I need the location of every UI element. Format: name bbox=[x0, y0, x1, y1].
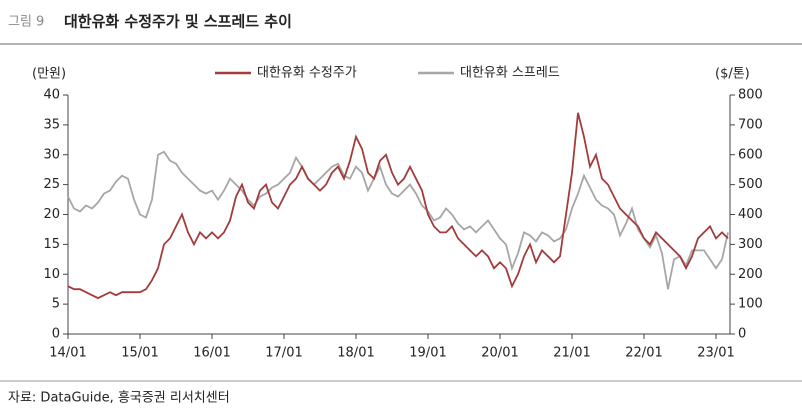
y2-tick-label: 100 bbox=[738, 297, 763, 312]
chart-title: 대한유화 수정주가 및 스프레드 추이 bbox=[64, 13, 292, 31]
x-tick-label: 19/01 bbox=[409, 346, 446, 361]
y2-tick-label: 400 bbox=[738, 207, 763, 222]
legend-label: 대한유화 스프레드 bbox=[460, 66, 560, 81]
y2-tick-label: 700 bbox=[738, 117, 763, 132]
y-tick-label: 25 bbox=[43, 177, 60, 192]
series-line bbox=[67, 112, 729, 300]
y2-axis-label: ($/톤) bbox=[715, 67, 750, 82]
x-tick-label: 20/01 bbox=[481, 346, 518, 361]
y-tick-label: 5 bbox=[52, 297, 60, 312]
x-tick-label: 16/01 bbox=[193, 346, 230, 361]
y-tick-label: 15 bbox=[43, 237, 60, 252]
y2-tick-label: 500 bbox=[738, 177, 763, 192]
x-tick-label: 22/01 bbox=[625, 346, 662, 361]
y-axis-label: (만원) bbox=[32, 67, 66, 82]
series-line bbox=[67, 150, 729, 290]
y-tick-label: 0 bbox=[52, 327, 60, 342]
x-tick-label: 14/01 bbox=[49, 346, 86, 361]
y2-tick-label: 200 bbox=[738, 267, 763, 282]
y-tick-label: 35 bbox=[43, 117, 60, 132]
x-tick-label: 21/01 bbox=[553, 346, 590, 361]
y2-tick-label: 800 bbox=[738, 88, 763, 103]
x-tick-label: 18/01 bbox=[337, 346, 374, 361]
y-tick-label: 20 bbox=[43, 207, 60, 222]
y-tick-label: 40 bbox=[43, 88, 60, 103]
y-tick-label: 10 bbox=[43, 267, 60, 282]
source: 자료: DataGuide, 흥국증권 리서치센터 bbox=[8, 391, 230, 406]
x-tick-label: 23/01 bbox=[697, 346, 734, 361]
y2-tick-label: 0 bbox=[738, 327, 746, 342]
y2-tick-label: 300 bbox=[738, 237, 763, 252]
x-tick-label: 17/01 bbox=[265, 346, 302, 361]
y-tick-label: 30 bbox=[43, 147, 60, 162]
figure-label: 그림 9 bbox=[8, 15, 44, 30]
legend-label: 대한유화 수정주가 bbox=[257, 66, 357, 81]
x-tick-label: 15/01 bbox=[121, 346, 158, 361]
y2-tick-label: 600 bbox=[738, 147, 763, 162]
